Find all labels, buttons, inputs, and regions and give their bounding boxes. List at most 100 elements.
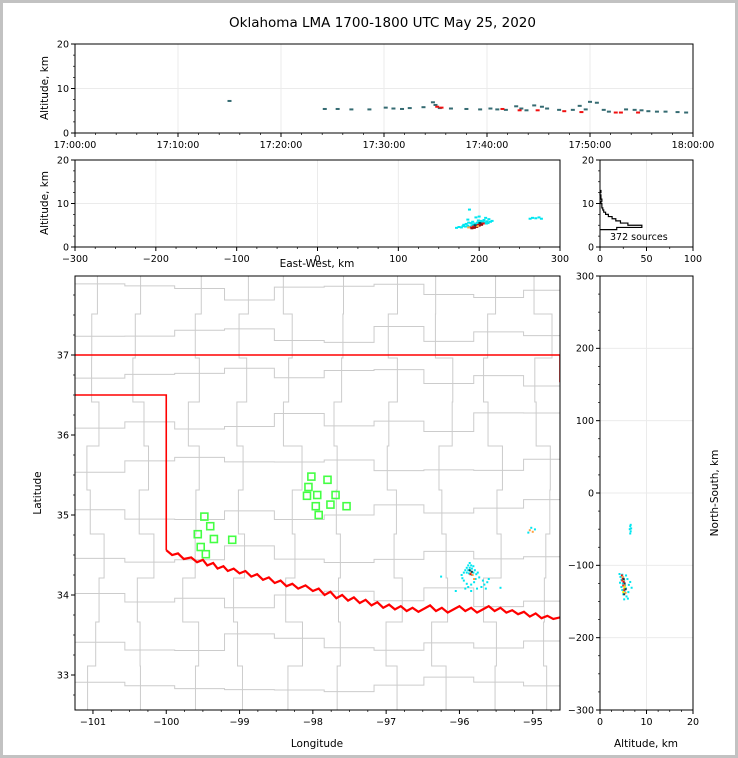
- source-point: [646, 110, 651, 113]
- ew-panel-xlabel: East-West, km: [279, 258, 355, 270]
- y-tick-label: 0: [588, 242, 594, 253]
- source-point: [621, 579, 624, 582]
- y-tick-label: 10: [582, 199, 594, 210]
- source-point: [557, 108, 562, 111]
- source-point: [367, 108, 372, 111]
- source-point: [628, 528, 631, 531]
- x-tick-label: −300: [62, 254, 88, 265]
- lma-station-marker: [326, 500, 335, 509]
- x-tick-label: 17:30:00: [363, 140, 406, 151]
- x-tick-label: 17:50:00: [569, 140, 612, 151]
- source-point: [463, 225, 467, 228]
- source-point: [484, 587, 487, 590]
- source-point: [625, 595, 628, 598]
- source-point: [503, 108, 508, 111]
- source-point: [534, 217, 538, 220]
- source-point: [623, 593, 626, 596]
- source-point: [630, 586, 633, 589]
- x-tick-label: −100: [224, 254, 250, 265]
- y-tick-label: 36: [57, 430, 69, 441]
- source-point: [499, 586, 502, 589]
- ew_height-panel: −300 −200 −100 0 100 200 300 0 10 20: [57, 155, 569, 265]
- source-point: [461, 577, 464, 580]
- source-point: [632, 108, 637, 111]
- x-tick-label: 50: [640, 254, 652, 265]
- source-point: [468, 569, 471, 572]
- source-point: [624, 108, 629, 111]
- y-tick-label: 0: [588, 488, 594, 499]
- lma-station-marker: [342, 501, 351, 511]
- source-point: [620, 586, 623, 589]
- source-point: [467, 208, 471, 211]
- ns-panel-xlabel: Altitude, km: [613, 738, 679, 750]
- source-point: [621, 575, 624, 578]
- y-tick-label: 0: [63, 128, 69, 139]
- source-point: [539, 105, 544, 108]
- source-point: [484, 222, 488, 225]
- source-point: [476, 571, 479, 574]
- y-tick-label: 33: [57, 670, 69, 681]
- source-point: [684, 111, 689, 114]
- panel-frame: [74, 275, 561, 711]
- x-tick-label: 0: [597, 717, 603, 728]
- source-point: [391, 107, 396, 110]
- source-point: [383, 106, 388, 109]
- source-point: [448, 107, 453, 110]
- source-point: [478, 222, 482, 225]
- source-point: [639, 109, 644, 112]
- source-point: [485, 220, 489, 223]
- source-point: [618, 581, 621, 584]
- y-tick-label: 20: [57, 155, 69, 166]
- lma-station-marker: [227, 535, 237, 545]
- source-point: [472, 226, 476, 229]
- source-point: [439, 106, 444, 109]
- source-point: [623, 583, 626, 586]
- y-tick-label: −200: [568, 633, 594, 644]
- source-point: [477, 215, 481, 218]
- x-tick-label: 0: [314, 254, 320, 265]
- source-point: [227, 99, 232, 102]
- source-point: [621, 582, 624, 585]
- source-point: [675, 111, 680, 114]
- source-point: [583, 108, 588, 111]
- lma-station-marker: [312, 490, 322, 500]
- source-point: [472, 223, 476, 226]
- y-tick-label: 10: [57, 84, 69, 95]
- source-point: [468, 562, 471, 564]
- histogram-annotation: 372 sources: [610, 232, 668, 243]
- lma-station-marker: [302, 491, 312, 501]
- source-point: [462, 579, 465, 582]
- source-point: [627, 591, 630, 594]
- source-point: [537, 216, 541, 219]
- source-point: [470, 567, 473, 570]
- source-point: [545, 107, 550, 110]
- source-point: [629, 530, 632, 533]
- lma-station-marker: [201, 549, 211, 559]
- lma-station-marker: [331, 490, 340, 500]
- source-point: [623, 582, 626, 585]
- source-point: [533, 528, 536, 531]
- state-border-line: [165, 549, 560, 621]
- y-tick-label: 10: [57, 199, 69, 210]
- source-point: [467, 569, 470, 572]
- source-point: [623, 587, 626, 590]
- y-tick-label: 20: [57, 39, 69, 50]
- source-point: [562, 110, 567, 113]
- source-point: [624, 591, 627, 594]
- source-point: [482, 219, 486, 222]
- source-point: [473, 224, 477, 227]
- state-border-line: [75, 394, 168, 551]
- plots-canvas: 17:00:00 17:10:00 17:20:00 17:30:00 17:40:00…: [54, 39, 715, 728]
- source-point: [594, 101, 599, 104]
- source-point: [488, 107, 493, 110]
- source-point: [487, 578, 490, 580]
- x-tick-label: −97: [376, 717, 396, 728]
- source-point: [500, 107, 505, 110]
- source-point: [629, 525, 632, 528]
- source-point: [476, 219, 480, 222]
- source-point: [487, 218, 491, 221]
- x-tick-label: 17:00:00: [54, 140, 97, 151]
- source-point: [531, 530, 534, 533]
- source-point: [519, 107, 524, 110]
- y-tick-label: −300: [568, 705, 594, 716]
